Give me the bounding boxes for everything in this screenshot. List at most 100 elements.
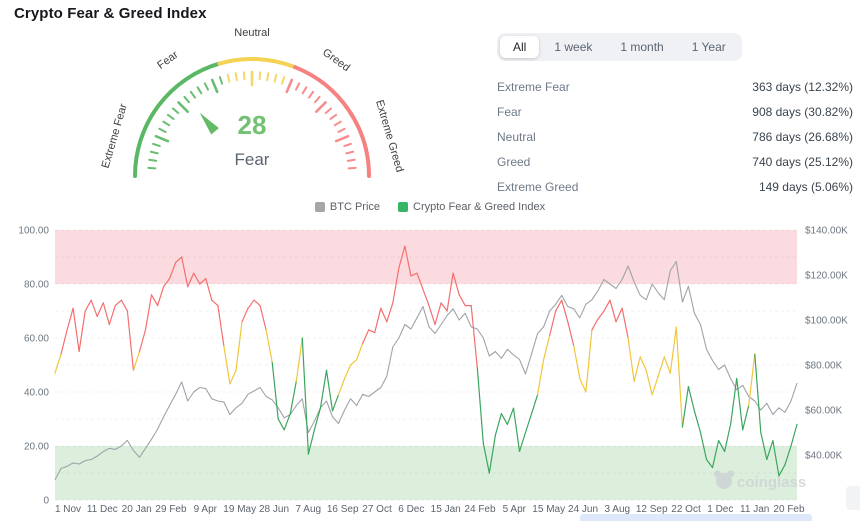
fgi-line-segment — [476, 367, 484, 444]
fgi-line-segment — [723, 423, 732, 452]
fgi-line-segment — [60, 329, 68, 355]
fgi-line-segment — [609, 299, 617, 323]
btc-price-line — [54, 260, 798, 481]
fgi-line-segment — [512, 407, 521, 452]
legend-item-fear-greed[interactable]: Crypto Fear & Greed Index — [398, 201, 545, 213]
gauge-tick — [266, 72, 270, 82]
fgi-history-chart[interactable]: 100.00 80.00 60.00 40.00 20.00 0 $140.00K $120.… — [0, 215, 860, 521]
stats-rows: Extreme Fear 363 days (12.32%) Fear 908 … — [497, 74, 853, 199]
fgi-line-segment — [784, 445, 792, 466]
stat-value: 363 days (12.32%) — [752, 79, 853, 94]
gauge-tick — [343, 142, 352, 148]
fgi-line-segment — [144, 294, 153, 331]
right-axis-tick: $80.00K — [805, 361, 843, 372]
fgi-line-segment — [253, 299, 261, 307]
stat-row-extreme-fear: Extreme Fear 363 days (12.32%) — [497, 74, 853, 99]
tab-all[interactable]: All — [500, 36, 540, 58]
fgi-line-segment — [591, 318, 599, 331]
fgi-line-segment — [542, 334, 551, 361]
tab-1-week[interactable]: 1 week — [541, 36, 605, 58]
bottom-scrollbar[interactable] — [580, 514, 812, 521]
fgi-line-segment — [506, 407, 515, 425]
stat-value: 149 days (5.06%) — [758, 179, 853, 194]
legend-swatch-btc-icon — [314, 202, 325, 212]
fgi-line-segment — [283, 413, 291, 431]
fgi-line-segment — [337, 377, 346, 396]
fgi-line-segment — [494, 413, 502, 436]
fgi-line-segment — [96, 302, 104, 318]
gauge-tick — [162, 120, 171, 127]
stat-label: Extreme Fear — [497, 79, 570, 94]
left-axis-tick: 100.00 — [18, 226, 49, 237]
x-axis-tick: 6 Dec — [398, 504, 424, 515]
fgi-line-segment — [277, 418, 285, 431]
fgi-line-segment — [66, 307, 74, 331]
fgi-line-segment — [603, 299, 611, 312]
gauge-needle — [199, 112, 219, 135]
fgi-line-segment — [561, 299, 569, 323]
gauge-axis-label: Extreme Greed — [373, 99, 405, 174]
right-axis-tick: $60.00K — [805, 406, 843, 417]
fgi-line-segment — [289, 380, 297, 415]
fgi-line-segment — [705, 458, 714, 469]
right-axis-tick: $140.00K — [805, 226, 848, 237]
fgi-line-segment — [319, 369, 328, 409]
tab-1-month[interactable]: 1 month — [607, 36, 676, 58]
fgi-line-segment — [639, 356, 647, 371]
fgi-line-segment — [778, 464, 786, 477]
legend-swatch-fgi-icon — [398, 202, 409, 212]
chart-band — [55, 446, 797, 500]
gauge-tick — [315, 101, 327, 113]
fgi-line-segment — [711, 440, 720, 469]
coinglass-watermark: coinglass — [713, 470, 806, 491]
gauge-tick — [301, 86, 308, 95]
gauge-axis-label: Neutral — [234, 27, 269, 39]
left-axis-tick: 40.00 — [24, 388, 49, 399]
gauge-arc-segment — [133, 61, 222, 178]
tab-1-year[interactable]: 1 Year — [679, 36, 739, 58]
fgi-line-segment — [766, 440, 774, 461]
fear-greed-gauge: Extreme Fear Fear Neutral Greed Extreme Gree… — [100, 27, 405, 178]
gauge-tick — [285, 78, 294, 94]
x-axis-tick: 27 Oct — [362, 504, 392, 515]
fgi-line-segment — [380, 307, 388, 323]
x-axis-tick: 24 Jun — [568, 504, 598, 515]
fgi-line-segment — [446, 272, 454, 312]
fgi-line-segment — [567, 321, 575, 347]
fgi-line-segment — [585, 329, 593, 393]
legend-item-btc-price[interactable]: BTC Price — [314, 201, 380, 213]
fgi-line-segment — [108, 304, 116, 326]
fgi-line-segment — [265, 329, 273, 363]
gauge-tick — [242, 71, 246, 81]
left-axis-tick: 20.00 — [24, 442, 49, 453]
stat-label: Extreme Greed — [497, 179, 579, 194]
fgi-line-segment — [760, 431, 768, 461]
fgi-line-segment — [530, 394, 539, 415]
chart-legend: BTC Price Crypto Fear & Greed Index — [0, 201, 860, 213]
fgi-line-segment — [193, 272, 201, 285]
fgi-line-segment — [488, 434, 496, 474]
fgi-line-segment — [772, 440, 780, 477]
x-axis-tick: 11 Jan — [740, 504, 769, 515]
watermark-text: coinglass — [737, 474, 806, 491]
fgi-line-segment — [687, 386, 696, 412]
x-axis-tick: 28 Jun — [259, 504, 289, 515]
fgi-line-segment — [470, 304, 478, 369]
gauge-tick — [273, 73, 278, 83]
gauge-tick — [334, 134, 350, 143]
stats-panel: All 1 week 1 month 1 Year Extreme Fear 3… — [497, 33, 853, 199]
gauge-tick — [346, 158, 356, 162]
fgi-line-segment — [452, 272, 460, 296]
fgi-line-segment — [374, 307, 382, 334]
gauge-status: Fear — [235, 150, 270, 169]
gauge-arc-segment — [293, 65, 371, 178]
right-axis-tick: $100.00K — [805, 316, 848, 327]
fgi-line-segment — [102, 302, 110, 326]
fgi-line-segment — [748, 353, 756, 407]
fgi-line-segment — [573, 345, 581, 380]
fgi-line-segment — [271, 361, 279, 420]
fgi-line-segment — [241, 307, 249, 323]
fgi-line-segment — [120, 299, 129, 312]
fgi-line-segment — [729, 377, 738, 425]
fgi-line-segment — [199, 277, 207, 285]
